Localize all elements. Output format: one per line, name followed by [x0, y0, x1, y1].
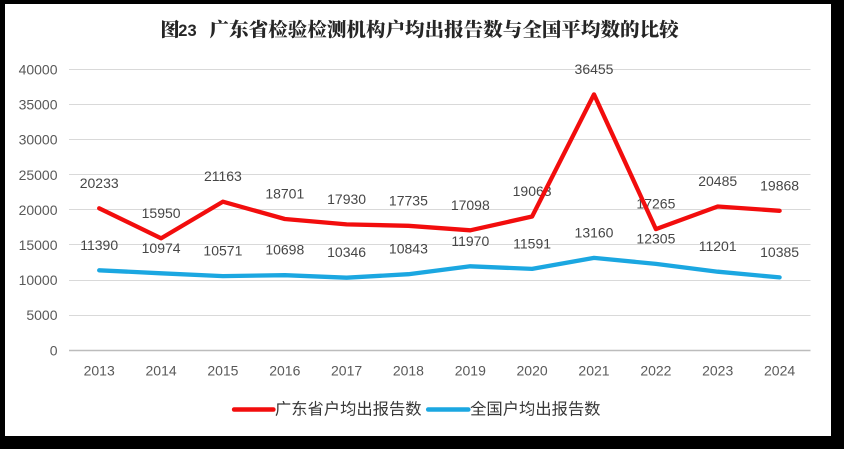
svg-text:19868: 19868	[760, 177, 799, 193]
svg-text:17930: 17930	[327, 191, 366, 207]
svg-text:10571: 10571	[203, 243, 242, 259]
svg-text:12305: 12305	[636, 230, 675, 246]
svg-text:2017: 2017	[331, 363, 362, 379]
svg-text:2022: 2022	[640, 363, 671, 379]
svg-text:0: 0	[50, 342, 58, 358]
svg-text:17735: 17735	[389, 192, 428, 208]
svg-text:10346: 10346	[327, 244, 366, 260]
svg-text:2021: 2021	[578, 363, 609, 379]
svg-text:10385: 10385	[760, 244, 799, 260]
svg-text:23: 23	[178, 22, 196, 40]
svg-text:2020: 2020	[517, 363, 548, 379]
svg-text:10000: 10000	[19, 272, 58, 288]
svg-text:2013: 2013	[84, 363, 115, 379]
svg-text:11970: 11970	[451, 233, 489, 249]
svg-text:10698: 10698	[265, 242, 304, 258]
svg-text:30000: 30000	[19, 132, 58, 148]
svg-text:18701: 18701	[265, 186, 304, 202]
svg-text:2019: 2019	[455, 363, 486, 379]
svg-text:20485: 20485	[698, 173, 737, 189]
svg-text:2016: 2016	[269, 363, 300, 379]
svg-text:5000: 5000	[26, 307, 57, 323]
svg-text:11201: 11201	[699, 238, 737, 254]
svg-text:2024: 2024	[764, 363, 795, 379]
svg-text:2023: 2023	[702, 363, 733, 379]
svg-text:36455: 36455	[575, 61, 614, 77]
svg-text:2018: 2018	[393, 363, 424, 379]
svg-text:21163: 21163	[204, 168, 242, 184]
svg-text:2014: 2014	[146, 363, 177, 379]
svg-text:35000: 35000	[19, 97, 58, 113]
svg-text:2015: 2015	[207, 363, 238, 379]
svg-text:15950: 15950	[142, 205, 181, 221]
svg-text:13160: 13160	[575, 224, 614, 240]
svg-text:25000: 25000	[19, 167, 58, 183]
svg-text:15000: 15000	[19, 237, 58, 253]
svg-text:40000: 40000	[19, 62, 58, 78]
svg-text:20000: 20000	[19, 202, 58, 218]
svg-text:11591: 11591	[513, 235, 551, 251]
svg-text:10843: 10843	[389, 241, 428, 257]
svg-text:17098: 17098	[451, 197, 490, 213]
svg-text:10974: 10974	[142, 240, 181, 256]
svg-text:20233: 20233	[80, 175, 119, 191]
svg-text:11390: 11390	[80, 237, 118, 253]
